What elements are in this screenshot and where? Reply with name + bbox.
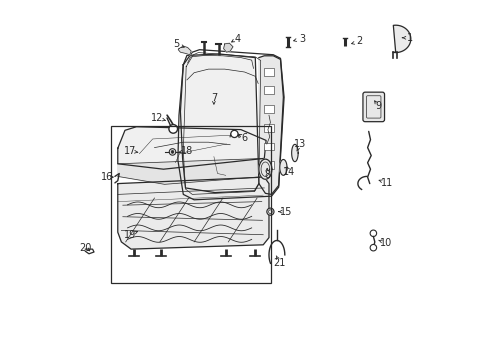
Text: 19: 19 <box>123 230 136 240</box>
Text: 18: 18 <box>181 146 193 156</box>
Polygon shape <box>118 177 268 249</box>
Circle shape <box>171 150 174 153</box>
Circle shape <box>266 208 273 215</box>
Circle shape <box>230 130 238 138</box>
Bar <box>110 126 271 283</box>
Circle shape <box>169 149 175 155</box>
Text: 3: 3 <box>299 33 305 44</box>
Text: 11: 11 <box>380 178 392 188</box>
Polygon shape <box>178 46 191 55</box>
Text: 12: 12 <box>151 113 163 123</box>
Text: 15: 15 <box>280 207 292 217</box>
Circle shape <box>369 230 376 237</box>
Bar <box>263 124 274 132</box>
Text: 13: 13 <box>294 139 306 149</box>
Polygon shape <box>392 25 410 53</box>
Bar <box>263 161 274 169</box>
Circle shape <box>369 244 376 251</box>
Polygon shape <box>118 127 265 169</box>
Polygon shape <box>118 158 265 184</box>
Text: 1: 1 <box>406 33 412 43</box>
Text: 16: 16 <box>101 172 113 182</box>
Polygon shape <box>223 43 232 52</box>
Text: 8: 8 <box>264 170 270 180</box>
Text: 10: 10 <box>379 238 391 248</box>
Circle shape <box>268 210 272 213</box>
Bar <box>263 105 274 113</box>
Text: 6: 6 <box>241 132 247 143</box>
Polygon shape <box>180 54 258 193</box>
Bar <box>263 143 274 150</box>
Text: 5: 5 <box>173 39 179 49</box>
Text: 17: 17 <box>123 146 136 156</box>
Text: 20: 20 <box>79 243 91 253</box>
Text: 9: 9 <box>375 101 381 111</box>
FancyBboxPatch shape <box>362 92 384 122</box>
Circle shape <box>168 125 177 133</box>
Text: 14: 14 <box>283 167 295 177</box>
Polygon shape <box>291 144 298 162</box>
Bar <box>263 68 274 76</box>
Polygon shape <box>279 159 286 175</box>
Text: 4: 4 <box>234 33 240 44</box>
Polygon shape <box>258 56 283 194</box>
Polygon shape <box>258 159 271 179</box>
Text: 21: 21 <box>273 258 285 268</box>
Text: 7: 7 <box>210 93 217 103</box>
Text: 2: 2 <box>356 36 362 46</box>
Bar <box>263 86 274 94</box>
